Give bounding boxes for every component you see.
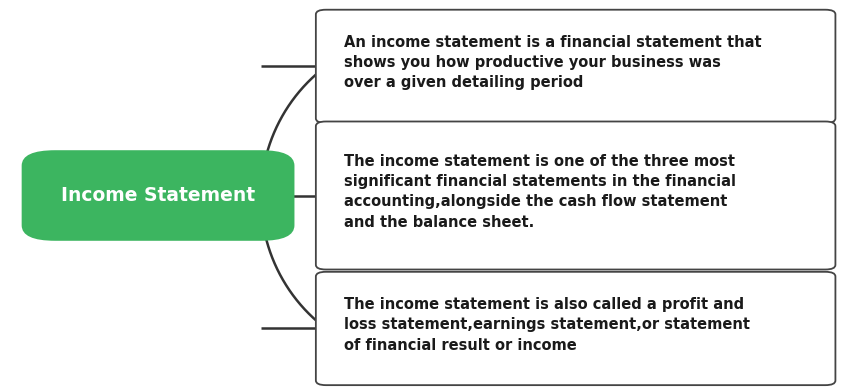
Text: An income statement is a financial statement that
shows you how productive your : An income statement is a financial state… xyxy=(344,35,762,90)
Text: The income statement is one of the three most
significant financial statements i: The income statement is one of the three… xyxy=(344,154,736,230)
FancyBboxPatch shape xyxy=(316,122,836,269)
FancyBboxPatch shape xyxy=(316,272,836,385)
FancyBboxPatch shape xyxy=(22,150,294,241)
Text: The income statement is also called a profit and
loss statement,earnings stateme: The income statement is also called a pr… xyxy=(344,297,751,353)
FancyBboxPatch shape xyxy=(316,10,836,123)
Text: Income Statement: Income Statement xyxy=(61,186,255,205)
